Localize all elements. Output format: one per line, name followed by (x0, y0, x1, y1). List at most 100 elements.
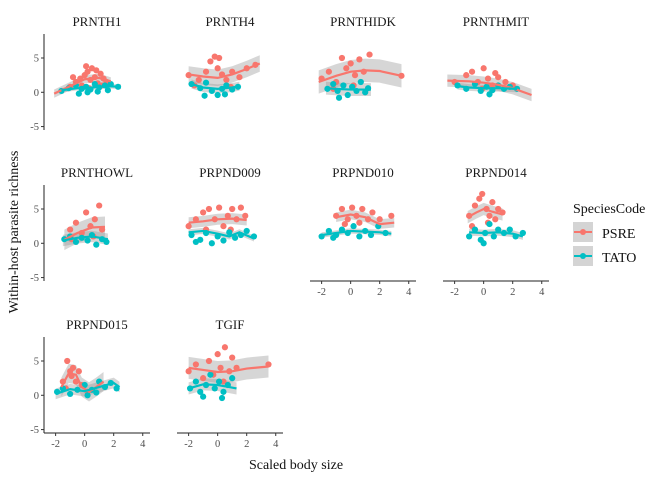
point-prpnd010-psre-11 (356, 219, 363, 226)
point-prpnd010-psre-7 (369, 209, 376, 216)
y-tick-label-prnthowl--5: -5 (30, 273, 39, 284)
point-prnthidk-tato-5 (349, 83, 356, 90)
point-prnthidk-tato-10 (335, 94, 343, 101)
point-prpnd014-psre-8 (495, 205, 502, 213)
point-prpnd009-psre-8 (229, 205, 236, 213)
point-prpnd010-tato-8 (367, 231, 375, 239)
panel-title-prnthidk: PRNTHIDK (330, 14, 396, 29)
point-prnthowl-tato-6 (93, 241, 100, 248)
x-tick-label-prpnd014-0: 0 (481, 287, 486, 298)
point-prnth1-tato-6 (91, 80, 98, 88)
point-prnthidk-psre-9 (366, 51, 373, 58)
point-tgif-psre-5 (214, 351, 221, 358)
trend-line-prnthidk-tato (325, 87, 371, 91)
legend-key-tato-point (580, 253, 586, 259)
trend-line-prpnd014-psre (467, 207, 503, 219)
legend-item-tato: TATO (573, 246, 636, 266)
point-prpnd010-psre-10 (341, 220, 348, 228)
point-prnth4-tato-10 (221, 91, 229, 98)
point-prpnd014-psre-5 (486, 212, 493, 219)
point-prnth4-psre-1 (195, 76, 202, 84)
trend-line-prpnd014-tato (469, 231, 524, 238)
y-tick-label-prpnd015-0: 0 (34, 391, 39, 402)
point-prpnd015-tato-2 (67, 390, 74, 398)
point-prpnd014-tato-5 (490, 233, 497, 240)
point-prpnd010-psre-8 (376, 216, 383, 223)
panel-prnth4: PRNTH4 (185, 14, 261, 99)
trend-line-prnthowl-tato (62, 235, 109, 242)
point-prnthmit-tato-3 (477, 87, 484, 95)
panel-title-prnth1: PRNTH1 (72, 14, 121, 29)
x-tick-label-prpnd014--2: -2 (450, 287, 459, 298)
panels-layer: PRNTH1 -5 0 5 PRNTH4 PRNTHIDK PRNTHMIT PRNTHOWL… (30, 14, 549, 450)
panel-title-prnth4: PRNTH4 (205, 14, 255, 29)
trend-line-prnthowl-psre (63, 225, 106, 241)
ribbon-prnth1-psre (54, 73, 111, 98)
point-prpnd009-tato-3 (208, 240, 215, 247)
point-prpnd009-tato-5 (220, 237, 227, 244)
legend-item-psre: PSRE (573, 222, 635, 242)
legend-label-psre: PSRE (602, 227, 635, 242)
trend-line-prpnd015-tato (55, 381, 121, 395)
point-tgif-tato-9 (229, 375, 236, 382)
panel-prpnd015: PRPND015 -5 0 5 -2 0 2 4 (30, 317, 150, 450)
point-tgif-psre-6 (217, 364, 224, 371)
point-prnth1-tato-12 (84, 89, 91, 96)
legend-key-psre-point (580, 229, 586, 235)
panel-title-prpnd010: PRPND010 (332, 165, 393, 180)
trend-line-prpnd009-tato (188, 229, 255, 240)
point-prpnd009-psre-3 (205, 205, 213, 213)
trend-line-prnth4-psre (188, 62, 261, 79)
x-tick-label-tgif-0: 0 (215, 439, 220, 450)
point-prpnd010-psre-3 (349, 204, 356, 211)
point-prpnd009-psre-10 (237, 204, 244, 211)
point-prnth1-tato-14 (104, 87, 111, 94)
point-prnthidk-psre-7 (356, 56, 363, 63)
point-prnthmit-psre-4 (480, 65, 487, 72)
point-tgif-psre-0 (185, 368, 192, 375)
panel-title-prnthowl: PRNTHOWL (61, 165, 133, 180)
point-prpnd014-psre-3 (479, 190, 486, 198)
panel-prpnd009: PRPND009 (185, 165, 261, 247)
panel-title-tgif: TGIF (216, 317, 245, 332)
point-prpnd014-tato-6 (495, 226, 502, 233)
point-prpnd009-psre-6 (220, 223, 227, 230)
point-prpnd009-psre-2 (200, 209, 207, 216)
x-tick-label-prpnd010-0: 0 (348, 287, 353, 298)
point-prpnd010-tato-11 (330, 234, 337, 241)
point-prnthidk-tato-3 (340, 82, 347, 89)
point-prpnd015-tato-4 (81, 381, 88, 389)
point-tgif-psre-3 (205, 357, 213, 365)
point-prpnd010-tato-6 (356, 233, 363, 240)
x-tick-label-prpnd015--2: -2 (51, 439, 60, 450)
point-prpnd014-tato-10 (519, 229, 526, 237)
point-prnthowl-psre-6 (96, 202, 103, 209)
point-tgif-psre-7 (221, 344, 229, 351)
x-tick-label-prpnd010--2: -2 (317, 287, 326, 298)
point-prpnd015-psre-5 (75, 368, 82, 375)
y-tick-label-prnth1-5: 5 (34, 54, 39, 65)
point-prpnd010-psre-2 (344, 216, 351, 223)
point-prnthowl-psre-1 (72, 219, 80, 226)
point-tgif-tato-11 (218, 394, 226, 402)
point-prpnd010-tato-5 (350, 223, 357, 230)
x-tick-label-tgif-4: 4 (273, 439, 279, 450)
point-prnthidk-psre-4 (343, 65, 350, 72)
point-prnth4-tato-2 (202, 79, 210, 86)
point-tgif-tato-10 (200, 393, 207, 400)
ribbon-prpnd009-psre (188, 213, 247, 229)
panel-prnthidk: PRNTHIDK (318, 14, 405, 101)
point-tgif-tato-7 (220, 388, 227, 395)
point-prnth4-psre-9 (236, 74, 243, 81)
point-tgif-psre-13 (220, 378, 227, 385)
panel-prpnd014: PRPND014 -2 0 2 4 (443, 165, 549, 298)
point-prpnd009-psre-11 (242, 212, 249, 219)
trend-line-prnth1-tato (61, 85, 122, 92)
point-prnth1-psre-4 (84, 68, 91, 75)
point-tgif-tato-2 (197, 388, 204, 395)
point-prnthidk-psre-1 (325, 68, 332, 75)
y-tick-label-prnth1-0: 0 (34, 88, 39, 99)
y-tick-label-prnthowl-5: 5 (34, 205, 39, 216)
point-prpnd015-psre-1 (64, 357, 71, 365)
